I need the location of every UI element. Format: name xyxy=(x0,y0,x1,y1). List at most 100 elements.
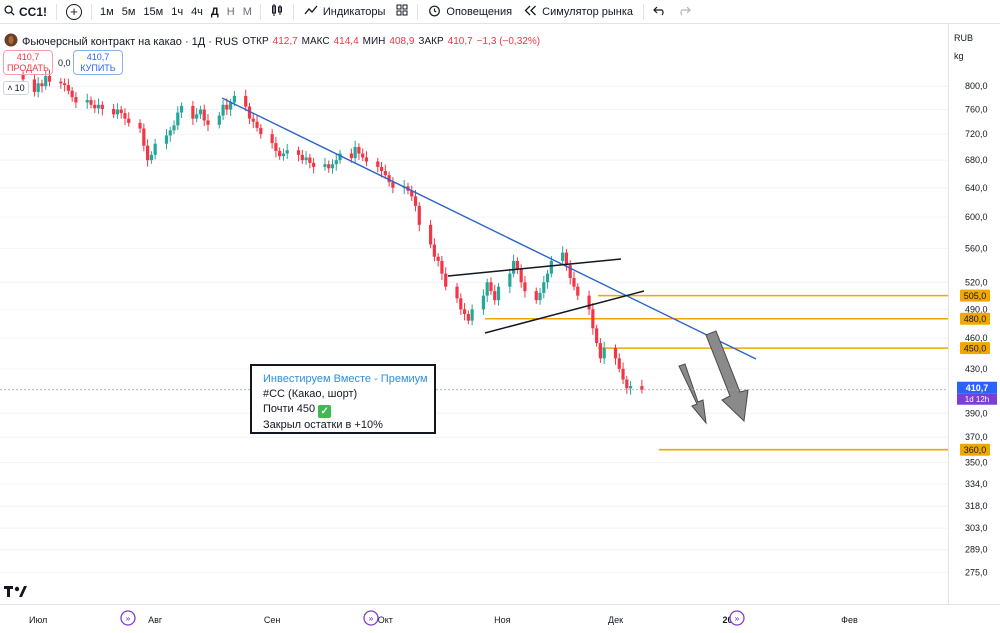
low-key: МИН xyxy=(362,36,386,47)
buy-label: КУПИТЬ xyxy=(80,62,116,73)
time-tick-label: Дек xyxy=(608,615,623,625)
interval-week[interactable]: Н xyxy=(226,5,235,18)
candle-body xyxy=(127,118,131,123)
buy-button[interactable]: 410,7 КУПИТЬ xyxy=(73,50,123,75)
indicators-button[interactable]: Индикаторы xyxy=(298,0,392,24)
candle-body xyxy=(217,115,221,125)
event-marker-icon[interactable]: » xyxy=(120,610,136,626)
templates-button[interactable] xyxy=(391,0,413,24)
candle-body xyxy=(198,109,203,115)
replay-button[interactable]: Симулятор рынка xyxy=(518,0,639,24)
candle-body xyxy=(470,309,474,321)
descending-trendline[interactable] xyxy=(221,97,757,360)
candle-body xyxy=(100,104,104,109)
search-icon xyxy=(4,4,15,19)
chart-type-button[interactable] xyxy=(265,0,289,24)
candle-body xyxy=(191,105,195,119)
currency-selector[interactable]: RUB xyxy=(954,33,974,43)
candle-body xyxy=(66,85,70,91)
sell-price: 410,7 xyxy=(16,51,40,62)
candle-body xyxy=(485,282,489,296)
price-scale[interactable]: RUB kg 800,0 760,0 720,0 680,0 640,0 600,0 560… xyxy=(948,24,1000,604)
candle-body xyxy=(432,244,436,257)
unit-selector[interactable]: kg xyxy=(954,51,964,61)
price-level-label: 360,0 xyxy=(964,445,987,455)
candle-body xyxy=(587,295,591,310)
low-value: 408,9 xyxy=(389,36,415,47)
add-symbol-icon: + xyxy=(66,3,83,20)
interval-5m[interactable]: 5м xyxy=(121,5,136,18)
candle-body xyxy=(119,109,123,114)
candle-body xyxy=(376,161,380,167)
candle-body xyxy=(40,83,44,87)
candle-body xyxy=(512,260,516,274)
toolbar-divider xyxy=(292,3,294,20)
interval-1h[interactable]: 1ч xyxy=(171,5,184,18)
candle-body xyxy=(146,145,150,161)
candle-body xyxy=(270,134,274,144)
candle-body xyxy=(308,157,312,163)
candle-body xyxy=(285,150,289,154)
annotation-note[interactable]: Инвестируем Вместе - Премиум #CC (Какао,… xyxy=(250,364,436,434)
horizontal-levels xyxy=(485,294,948,451)
candle-body xyxy=(251,118,255,122)
candle-body xyxy=(538,292,542,301)
candle-body xyxy=(323,164,327,167)
interval-month[interactable]: М xyxy=(242,5,252,18)
toolbar-divider xyxy=(56,3,58,20)
last-price-label: 410,7 xyxy=(966,383,989,393)
interval-day[interactable]: Д xyxy=(210,5,219,18)
candle-body xyxy=(327,164,331,169)
candle-body xyxy=(44,76,48,87)
candle-body xyxy=(164,135,169,144)
redo-button[interactable] xyxy=(672,0,696,24)
event-marker-icon[interactable]: » xyxy=(363,610,379,626)
candle-body xyxy=(330,164,335,169)
sell-button[interactable]: 410,7 ПРОДАТЬ xyxy=(3,50,53,75)
high-key: МАКС xyxy=(301,36,330,47)
candle-body xyxy=(195,114,199,119)
price-tick-label: 275,0 xyxy=(965,567,988,577)
note-line-1: Инвестируем Вместе - Премиум xyxy=(263,373,428,385)
svg-text:»: » xyxy=(368,615,374,625)
close-value: 410,7 xyxy=(447,36,473,47)
candle-body xyxy=(602,348,606,359)
candle-body xyxy=(576,286,580,296)
candle-body xyxy=(142,128,146,146)
indicators-toggle[interactable]: ˄ 10 xyxy=(3,81,29,95)
time-tick-label: Июл xyxy=(29,615,47,625)
price-tick-label: 760,0 xyxy=(965,105,988,115)
symbol-name: CC1! xyxy=(19,4,48,19)
price-tick-label: 460,0 xyxy=(965,333,988,343)
time-axis[interactable]: ИюлАвгСенОктНояДек2026Фев»»» xyxy=(0,604,1000,633)
interval-15m[interactable]: 15м xyxy=(143,5,164,18)
symbol-search-button[interactable]: CC1! xyxy=(0,0,52,24)
alarm-clock-icon xyxy=(428,4,441,20)
triangle-lower-line[interactable] xyxy=(484,290,645,334)
candle-body xyxy=(519,269,523,283)
interval-1m[interactable]: 1м xyxy=(100,5,114,18)
compare-button[interactable]: + xyxy=(61,0,87,24)
candles-icon xyxy=(270,3,284,20)
price-level-badge xyxy=(960,289,990,302)
candle-body xyxy=(591,309,595,329)
candle-body xyxy=(176,112,180,126)
indicators-label: Индикаторы xyxy=(322,5,386,18)
time-tick-label: Ноя xyxy=(494,615,511,625)
alerts-button[interactable]: Оповещения xyxy=(422,0,518,24)
candle-body xyxy=(47,76,52,82)
down-arrow-small xyxy=(678,363,707,425)
event-marker-icon[interactable]: » xyxy=(729,610,745,626)
sell-label: ПРОДАТЬ xyxy=(7,62,49,73)
candle-body xyxy=(508,273,512,287)
candle-body xyxy=(349,153,353,159)
price-chart[interactable] xyxy=(0,24,1000,604)
symbol-title: Фьючерсный контракт на какао · 1Д · RUS xyxy=(22,35,239,48)
candle-body xyxy=(549,260,553,274)
checkmark-icon: ✓ xyxy=(318,405,332,418)
note-line-2: #CC (Какао, шорт) xyxy=(263,388,358,400)
undo-button[interactable] xyxy=(648,0,672,24)
triangle-upper-line[interactable] xyxy=(447,258,622,277)
price-level-badge xyxy=(960,312,990,325)
interval-4h[interactable]: 4ч xyxy=(191,5,203,18)
